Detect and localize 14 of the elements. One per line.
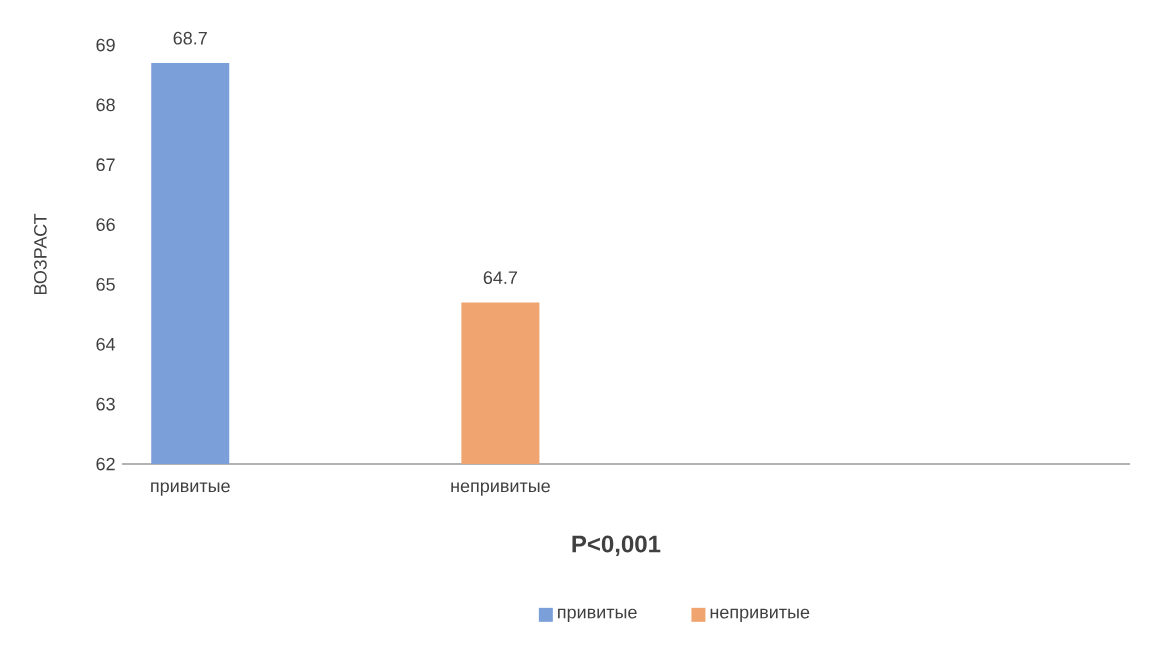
y-tick-label: 68 <box>96 98 115 112</box>
legend-label: непривитые <box>710 608 810 623</box>
y-tick-label: 63 <box>96 397 115 411</box>
data-label: 68.7 <box>173 31 207 45</box>
data-label: 64.7 <box>483 271 517 284</box>
y-tick-label: 67 <box>96 158 115 172</box>
y-tick-label: 62 <box>96 457 115 471</box>
legend-label: привитые <box>558 608 637 623</box>
y-tick-label: 66 <box>96 218 115 231</box>
text: P<0,001 <box>572 535 661 556</box>
y-tick-label: 64 <box>96 337 116 351</box>
y-axis-title: ВОЗРАСТ <box>33 213 47 295</box>
y-tick-label: 65 <box>96 278 115 291</box>
y-tick-label: 69 <box>96 38 115 52</box>
